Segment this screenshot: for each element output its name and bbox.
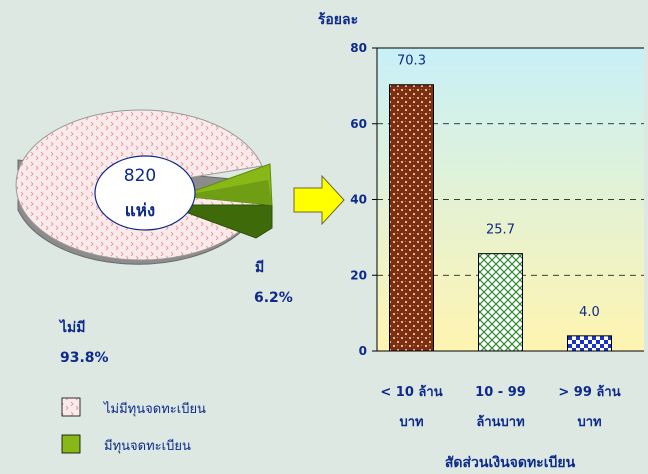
y-tick-label: 80 — [350, 41, 367, 55]
pie-center-unit: แห่ง — [125, 201, 155, 221]
y-tick-label: 40 — [350, 193, 367, 207]
bar-value-label: 70.3 — [397, 54, 426, 69]
bar-y-axis-title: ร้อยละ — [318, 12, 358, 28]
y-axis-ticks: 0 20 40 60 80 — [350, 41, 377, 358]
bar — [478, 253, 523, 352]
x-axis-labels: < 10 ล้านบาท 10 - 99 ล้านบาท > 99 ล้านบาท — [380, 384, 620, 430]
x-tick-label: > 99 ล้าน — [558, 384, 620, 400]
legend-swatch-yes — [61, 434, 81, 454]
legend-label-yes: มีทุนจดทะเบียน — [104, 438, 191, 454]
bar — [567, 335, 612, 352]
bar-chart-title: สัดส่วนเงินจดทะเบียน — [445, 455, 576, 471]
bar — [389, 84, 434, 352]
legend-label-no: ไม่มีทุนจดทะเบียน — [103, 401, 206, 417]
pie-label-yes: มี — [255, 260, 264, 276]
pie-value-no: 93.8% — [60, 350, 109, 366]
y-tick-label: 0 — [359, 344, 367, 358]
x-tick-label: บาท — [399, 415, 423, 430]
pie-slice-yes-side — [179, 204, 273, 239]
x-tick-label: < 10 ล้าน — [380, 384, 442, 400]
pie-center-badge — [94, 155, 196, 231]
x-tick-label: 10 - 99 — [475, 385, 526, 400]
x-tick-label: ล้านบาท — [476, 414, 524, 430]
arrow-icon — [293, 174, 345, 226]
pie-value-yes: 6.2% — [254, 290, 293, 306]
bar-value-label: 4.0 — [579, 305, 600, 320]
pie-chart: 820 แห่ง มี 6.2% ไม่มี 93.8% — [15, 109, 293, 366]
pie-center-count: 820 — [124, 166, 156, 186]
bars: 70.3 25.7 4.0 — [389, 54, 612, 352]
legend-swatch-no — [61, 397, 81, 417]
pie-legend: ไม่มีทุนจดทะเบียน มีทุนจดทะเบียน — [61, 397, 206, 454]
pie-label-no: ไม่มี — [58, 318, 86, 336]
y-tick-label: 20 — [350, 268, 367, 282]
bar-value-label: 25.7 — [486, 223, 515, 238]
y-tick-label: 60 — [350, 117, 367, 131]
bar-chart: ร้อยละ 0 20 40 60 80 70.3 25.7 4.0 < 10 ล้านบา… — [318, 12, 644, 471]
x-tick-label: บาท — [577, 415, 601, 430]
